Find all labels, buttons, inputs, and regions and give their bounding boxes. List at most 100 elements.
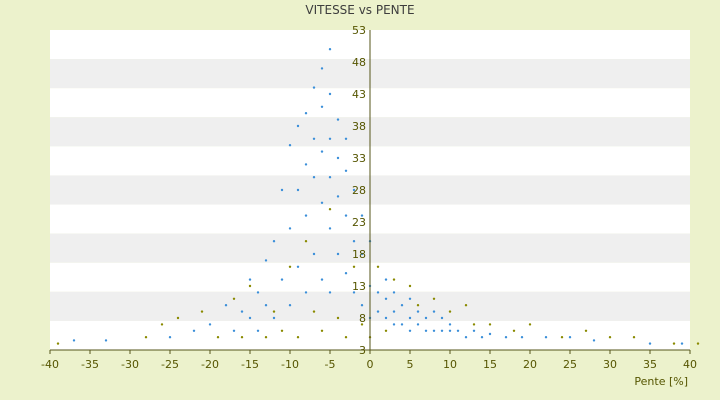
data-point-olive bbox=[248, 284, 252, 288]
data-point-blue bbox=[680, 342, 684, 345]
data-point-blue bbox=[304, 291, 308, 294]
data-point-blue bbox=[288, 304, 292, 307]
data-point-blue bbox=[432, 310, 436, 313]
data-point-blue bbox=[416, 323, 420, 326]
y-tick-label: 38 bbox=[352, 120, 366, 133]
data-point-blue bbox=[416, 310, 420, 313]
data-point-blue bbox=[296, 265, 300, 268]
data-point-blue bbox=[328, 291, 332, 294]
x-tick-label: 20 bbox=[523, 358, 537, 371]
data-point-blue bbox=[352, 240, 356, 243]
data-point-olive bbox=[560, 336, 564, 339]
data-point-blue bbox=[232, 329, 236, 332]
x-tick-label: -30 bbox=[121, 358, 139, 371]
data-point-blue bbox=[568, 336, 572, 339]
data-point-olive bbox=[144, 336, 148, 339]
data-point-blue bbox=[592, 339, 596, 342]
data-point-blue bbox=[472, 329, 476, 332]
data-point-blue bbox=[448, 329, 452, 332]
data-point-blue bbox=[272, 240, 276, 243]
data-point-blue bbox=[296, 188, 300, 192]
y-tick-label: 13 bbox=[352, 280, 366, 293]
data-point-blue bbox=[336, 252, 340, 256]
data-point-blue bbox=[72, 339, 76, 342]
data-point-olive bbox=[280, 329, 284, 332]
data-point-blue bbox=[320, 105, 324, 109]
x-tick-label: -20 bbox=[201, 358, 219, 371]
data-point-olive bbox=[328, 208, 332, 211]
data-point-blue bbox=[320, 67, 324, 70]
data-point-blue bbox=[648, 342, 652, 345]
data-point-olive bbox=[488, 323, 492, 326]
data-point-blue bbox=[424, 316, 428, 320]
data-point-blue bbox=[304, 214, 308, 217]
data-point-blue bbox=[344, 137, 348, 140]
data-point-blue bbox=[520, 336, 524, 339]
data-point-blue bbox=[336, 118, 340, 121]
x-tick-labels: -40 -35 -30 -25 -20 -15 -10 -5 0 5 10 15 20 25 30 35 40 bbox=[41, 350, 697, 371]
data-point-olive bbox=[464, 304, 468, 307]
data-point-blue bbox=[312, 137, 316, 140]
data-point-blue bbox=[320, 278, 324, 281]
data-point-blue bbox=[408, 329, 412, 332]
data-point-blue bbox=[488, 332, 492, 336]
data-point-olive bbox=[240, 336, 244, 339]
data-point-olive bbox=[312, 310, 316, 313]
data-point-olive bbox=[176, 316, 180, 320]
data-point-olive bbox=[384, 329, 388, 332]
data-point-blue bbox=[312, 252, 316, 256]
data-point-olive bbox=[584, 329, 588, 332]
data-point-blue bbox=[464, 336, 468, 339]
data-point-olive bbox=[304, 240, 308, 243]
data-point-blue bbox=[264, 259, 268, 262]
data-point-olive bbox=[296, 336, 300, 339]
data-point-olive bbox=[408, 284, 412, 288]
data-point-olive bbox=[392, 278, 396, 281]
x-tick-label: 15 bbox=[483, 358, 497, 371]
data-point-blue bbox=[328, 176, 332, 179]
data-point-blue bbox=[424, 329, 428, 332]
data-point-olive bbox=[344, 336, 348, 339]
x-axis-label: Pente [%] bbox=[634, 375, 688, 388]
y-tick-label: 23 bbox=[352, 216, 366, 229]
data-point-olive bbox=[416, 304, 420, 307]
data-point-blue bbox=[448, 323, 452, 326]
data-point-olive bbox=[376, 265, 380, 268]
data-point-blue bbox=[360, 304, 364, 307]
data-point-blue bbox=[360, 214, 364, 217]
data-point-blue bbox=[344, 272, 348, 275]
data-point-olive bbox=[360, 323, 364, 326]
data-point-olive bbox=[200, 310, 204, 313]
data-point-blue bbox=[288, 144, 292, 147]
data-point-olive bbox=[216, 336, 220, 339]
data-point-blue bbox=[440, 316, 444, 320]
data-point-blue bbox=[304, 112, 308, 115]
data-point-blue bbox=[392, 310, 396, 313]
data-point-blue bbox=[376, 310, 380, 313]
x-tick-label: -35 bbox=[81, 358, 99, 371]
data-points bbox=[56, 48, 700, 345]
data-point-olive bbox=[672, 342, 676, 345]
data-point-blue bbox=[248, 316, 252, 320]
data-point-blue bbox=[328, 227, 332, 230]
x-tick-label: 40 bbox=[683, 358, 697, 371]
data-point-blue bbox=[400, 304, 404, 307]
data-point-blue bbox=[328, 137, 332, 140]
data-point-blue bbox=[280, 188, 284, 192]
data-point-blue bbox=[344, 169, 348, 172]
data-point-blue bbox=[544, 336, 548, 339]
data-point-blue bbox=[328, 48, 332, 51]
y-tick-label: 3 bbox=[359, 344, 366, 357]
x-tick-label: 0 bbox=[367, 358, 374, 371]
y-tick-label: 48 bbox=[352, 56, 366, 69]
y-tick-label: 18 bbox=[352, 248, 366, 261]
data-point-olive bbox=[448, 310, 452, 313]
y-tick-label: 53 bbox=[352, 24, 366, 37]
data-point-blue bbox=[320, 201, 324, 204]
data-point-olive bbox=[696, 342, 700, 345]
data-point-olive bbox=[608, 336, 612, 339]
data-point-blue bbox=[432, 329, 436, 332]
x-tick-label: 25 bbox=[563, 358, 577, 371]
